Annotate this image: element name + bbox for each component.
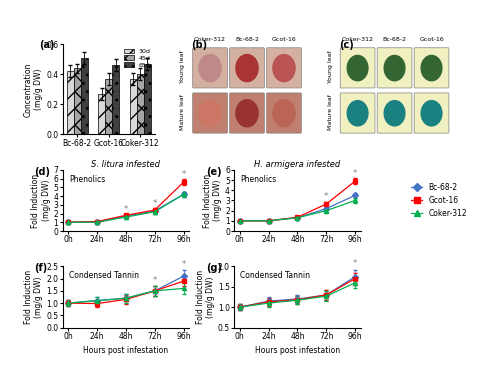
Title: S. litura infested: S. litura infested (92, 160, 160, 169)
Circle shape (347, 100, 368, 126)
Text: Young leaf: Young leaf (328, 50, 332, 83)
Bar (137, 74, 144, 134)
Legend: Bc-68-2, Gcot-16, Coker-312: Bc-68-2, Gcot-16, Coker-312 (410, 181, 469, 219)
Text: Young leaf: Young leaf (180, 50, 185, 83)
Text: Mature leaf: Mature leaf (180, 94, 185, 130)
FancyBboxPatch shape (230, 48, 264, 88)
Text: *: * (182, 260, 186, 269)
Circle shape (273, 100, 295, 127)
Text: *: * (353, 259, 358, 269)
FancyBboxPatch shape (230, 93, 264, 133)
Circle shape (273, 54, 295, 82)
Text: *: * (152, 276, 157, 285)
Circle shape (347, 56, 368, 81)
Text: *: * (124, 205, 128, 213)
Text: Condensed Tannin: Condensed Tannin (240, 271, 310, 280)
Y-axis label: Concentration
(mg/g DW): Concentration (mg/g DW) (24, 62, 44, 117)
Bar (144, 64, 150, 134)
Text: (e): (e) (206, 167, 222, 177)
FancyBboxPatch shape (266, 48, 302, 88)
Text: Coker-312: Coker-312 (342, 38, 374, 42)
Circle shape (421, 100, 442, 126)
X-axis label: Hours post infestation: Hours post infestation (84, 346, 168, 355)
FancyBboxPatch shape (192, 48, 228, 88)
FancyBboxPatch shape (192, 93, 228, 133)
Text: *: * (353, 169, 358, 177)
FancyBboxPatch shape (377, 93, 412, 133)
FancyBboxPatch shape (340, 48, 375, 88)
Text: Gcot-16: Gcot-16 (419, 38, 444, 42)
Title: H. armigera infested: H. armigera infested (254, 160, 340, 169)
Bar (80, 58, 87, 134)
FancyBboxPatch shape (414, 48, 449, 88)
Text: Condensed Tannin: Condensed Tannin (69, 271, 139, 280)
Text: (a): (a) (40, 40, 55, 50)
Text: (b): (b) (192, 40, 208, 50)
Text: Phenolics: Phenolics (240, 175, 276, 184)
FancyBboxPatch shape (340, 93, 375, 133)
Text: (g): (g) (206, 263, 222, 273)
Text: Gcot-16: Gcot-16 (272, 38, 296, 42)
Legend: 30d, 45d, 65d: 30d, 45d, 65d (123, 47, 152, 69)
FancyBboxPatch shape (414, 93, 449, 133)
Text: Phenolics: Phenolics (69, 175, 105, 184)
Text: *: * (152, 199, 157, 208)
Text: Coker-312: Coker-312 (194, 38, 226, 42)
Text: *: * (182, 170, 186, 178)
Y-axis label: Fold Induction
(mg/g DW): Fold Induction (mg/g DW) (32, 173, 50, 227)
Text: Mature leaf: Mature leaf (328, 94, 332, 130)
Text: (c): (c) (339, 40, 354, 50)
Circle shape (384, 100, 405, 126)
Y-axis label: Fold Induction
(mg/g DW): Fold Induction (mg/g DW) (196, 270, 215, 324)
Circle shape (199, 100, 221, 127)
Text: *: * (324, 192, 328, 201)
Text: Bc-68-2: Bc-68-2 (382, 38, 406, 42)
Bar (105, 79, 112, 134)
Circle shape (384, 56, 405, 81)
Circle shape (199, 54, 221, 82)
Text: (f): (f) (34, 263, 48, 273)
Circle shape (236, 54, 258, 82)
FancyBboxPatch shape (266, 93, 302, 133)
Y-axis label: Fold Induction
(mg/g DW): Fold Induction (mg/g DW) (203, 173, 222, 227)
Circle shape (236, 100, 258, 127)
Bar (98, 94, 105, 134)
Bar (74, 68, 80, 134)
Circle shape (421, 56, 442, 81)
Text: Bc-68-2: Bc-68-2 (235, 38, 259, 42)
X-axis label: Hours post infestation: Hours post infestation (255, 346, 340, 355)
Y-axis label: Fold Induction
(mg/g DW): Fold Induction (mg/g DW) (24, 270, 44, 324)
Bar (66, 71, 73, 134)
Bar (130, 79, 137, 134)
Text: (d): (d) (34, 167, 50, 177)
FancyBboxPatch shape (377, 48, 412, 88)
Bar (112, 65, 119, 134)
